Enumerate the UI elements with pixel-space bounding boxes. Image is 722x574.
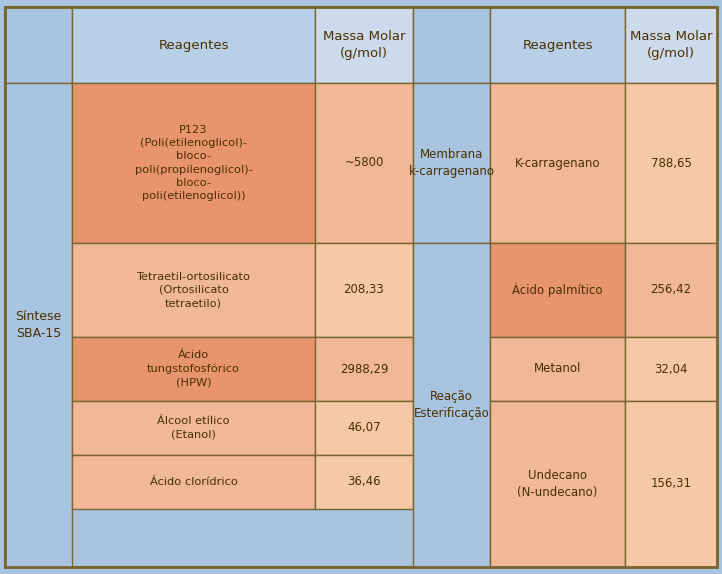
Text: Álcool etílico
(Etanol): Álcool etílico (Etanol) xyxy=(157,416,230,440)
Text: 256,42: 256,42 xyxy=(651,284,692,297)
Text: 156,31: 156,31 xyxy=(651,478,692,491)
Text: Reação
Esterificação: Reação Esterificação xyxy=(414,390,490,420)
Text: 46,07: 46,07 xyxy=(347,421,380,435)
Text: Reagentes: Reagentes xyxy=(522,38,593,52)
Text: P123
(Poli(etilenoglicol)-
bloco-
poli(propilenoglicol)-
bloco-
poli(etilenoglic: P123 (Poli(etilenoglicol)- bloco- poli(p… xyxy=(134,125,253,201)
Text: Síntese
SBA-15: Síntese SBA-15 xyxy=(15,310,61,340)
Bar xyxy=(413,7,490,83)
Bar xyxy=(72,83,315,243)
Text: Ácido palmítico: Ácido palmítico xyxy=(512,283,603,297)
Text: K-carragenano: K-carragenano xyxy=(515,157,600,169)
Bar xyxy=(315,243,413,337)
Bar xyxy=(490,243,625,337)
Text: ~5800: ~5800 xyxy=(344,157,383,169)
Bar xyxy=(490,337,625,401)
Bar xyxy=(413,243,490,567)
Bar xyxy=(72,337,315,401)
Bar xyxy=(72,401,315,455)
Bar xyxy=(625,401,717,567)
Bar xyxy=(625,243,717,337)
Bar xyxy=(315,83,413,243)
Text: Tetraetil-ortosilicato
(Ortosilicato
tetraetilo): Tetraetil-ortosilicato (Ortosilicato tet… xyxy=(136,272,251,308)
Bar xyxy=(413,83,490,243)
Bar xyxy=(72,243,315,337)
Text: Massa Molar
(g/mol): Massa Molar (g/mol) xyxy=(323,30,405,60)
Bar xyxy=(315,455,413,509)
Bar xyxy=(315,7,413,83)
Bar xyxy=(315,401,413,455)
Text: 32,04: 32,04 xyxy=(654,363,688,375)
Bar xyxy=(5,83,72,567)
Bar xyxy=(72,455,315,509)
Text: 36,46: 36,46 xyxy=(347,475,380,488)
Text: Ácido clorídrico: Ácido clorídrico xyxy=(149,477,238,487)
Text: Undecano
(N-undecano): Undecano (N-undecano) xyxy=(517,469,598,499)
Text: 788,65: 788,65 xyxy=(651,157,692,169)
Text: Membrana
k-carragenano: Membrana k-carragenano xyxy=(409,148,495,178)
Bar xyxy=(490,83,625,243)
Bar xyxy=(625,337,717,401)
Bar xyxy=(625,83,717,243)
Bar xyxy=(5,7,72,83)
Text: Reagentes: Reagentes xyxy=(158,38,229,52)
Bar xyxy=(490,401,625,567)
Text: Ácido
tungstofosfórico
(HPW): Ácido tungstofosfórico (HPW) xyxy=(147,351,240,387)
Text: Massa Molar
(g/mol): Massa Molar (g/mol) xyxy=(630,30,712,60)
Bar xyxy=(625,7,717,83)
Text: Metanol: Metanol xyxy=(534,363,581,375)
Bar xyxy=(490,7,625,83)
Text: 2988,29: 2988,29 xyxy=(340,363,388,375)
Bar xyxy=(72,7,315,83)
Bar xyxy=(315,337,413,401)
Text: 208,33: 208,33 xyxy=(344,284,384,297)
